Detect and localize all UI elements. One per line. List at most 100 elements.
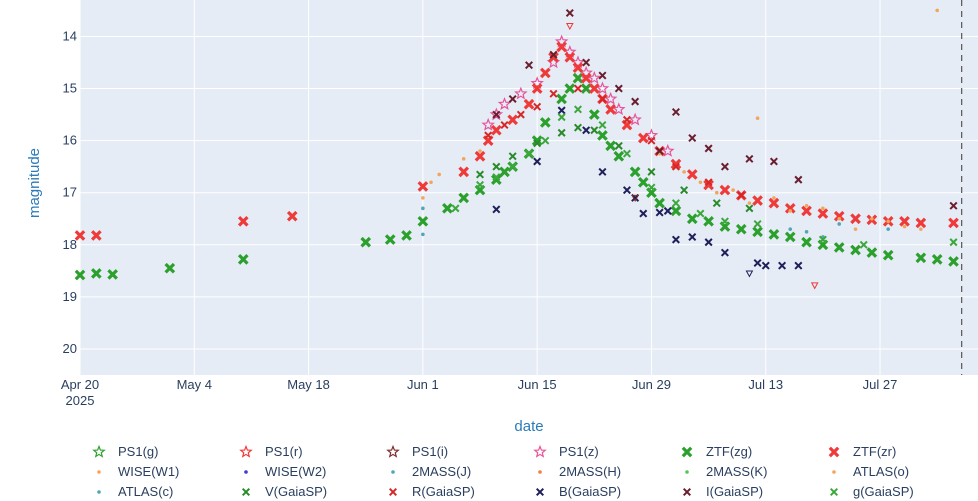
legend-item[interactable]: WISE(W1) [88, 462, 235, 481]
data-point [539, 67, 551, 79]
data-point [833, 242, 845, 253]
legend-item[interactable]: I(GaiaSP) [676, 482, 823, 501]
data-point [491, 124, 502, 136]
data-point [784, 231, 796, 243]
data-point [688, 232, 697, 241]
y-tick-label: 15 [63, 81, 77, 96]
data-point [655, 208, 664, 217]
data-point [680, 186, 689, 195]
legend-marker-icon [832, 469, 836, 474]
data-point [508, 152, 517, 161]
data-point [720, 248, 729, 257]
legend-label: V(GaiaSP) [265, 484, 328, 499]
data-point [688, 134, 697, 143]
series-atlas-o- [421, 8, 939, 231]
data-point [671, 107, 680, 116]
legend-item[interactable]: ZTF(zr) [823, 442, 970, 461]
legend-marker-icon [681, 446, 693, 457]
legend-item[interactable]: g(GaiaSP) [823, 482, 970, 501]
upper-limit-marker [565, 23, 574, 31]
data-point [735, 223, 747, 235]
x-tick-label: Jul 13 [748, 377, 783, 392]
legend-item[interactable]: B(GaiaSP) [529, 482, 676, 501]
legend-marker-icon [239, 444, 253, 458]
legend-marker [241, 487, 251, 496]
legend-item[interactable]: PS1(r) [235, 442, 382, 461]
data-point [612, 102, 626, 116]
data-point [915, 252, 927, 264]
legend-label: ATLAS(c) [118, 484, 174, 499]
legend-label: ZTF(zr) [853, 444, 897, 459]
data-point [557, 128, 566, 137]
data-point [614, 141, 623, 150]
x-axis-title: date [514, 418, 543, 435]
x-tick-label: Jun 1 [407, 377, 439, 392]
data-point [524, 149, 534, 158]
data-point [614, 84, 623, 93]
legend-item[interactable]: ATLAS(o) [823, 462, 970, 481]
data-point [622, 149, 631, 158]
data-point [421, 196, 425, 200]
data-point [588, 83, 600, 94]
legend-item[interactable]: 2MASS(H) [529, 462, 676, 481]
legend-item[interactable]: R(GaiaSP) [382, 482, 529, 501]
legend-item[interactable]: PS1(g) [88, 442, 235, 461]
legend-item[interactable]: 2MASS(J) [382, 462, 529, 481]
data-point [639, 209, 648, 218]
data-point [768, 229, 780, 240]
gridlines [79, 0, 978, 375]
data-point [886, 219, 890, 224]
legend-item[interactable]: 2MASS(K) [676, 462, 823, 481]
legend-marker [685, 469, 689, 474]
x-tick-label: May 4 [177, 377, 212, 392]
data-point [564, 51, 576, 63]
legend-marker [828, 446, 840, 457]
data-point [899, 216, 910, 227]
data-point [745, 154, 754, 163]
legend-marker [97, 469, 101, 474]
legend-item[interactable]: PS1(i) [382, 442, 529, 461]
legend-marker [682, 487, 692, 496]
legend-label: 2MASS(J) [412, 464, 472, 479]
legend-marker-icon [244, 469, 248, 474]
legend-label: g(GaiaSP) [853, 484, 914, 499]
x-tick-label: Jul 27 [863, 377, 898, 392]
data-point [870, 216, 874, 221]
legend-marker-icon [391, 469, 395, 474]
x-tick-label: May 18 [287, 377, 330, 392]
legend-item[interactable]: V(GaiaSP) [235, 482, 382, 501]
data-point [761, 261, 770, 270]
data-point [714, 190, 719, 195]
data-point [478, 149, 482, 153]
upper-limit-marker [631, 194, 639, 202]
data-point [850, 213, 861, 225]
legend-item[interactable]: PS1(z) [529, 442, 676, 461]
data-point [769, 157, 778, 166]
data-point [598, 94, 607, 103]
legend-marker [535, 487, 545, 496]
y-axis-ticks: 14 15 16 17 18 19 20 [63, 28, 77, 356]
data-point [644, 128, 659, 142]
data-point [507, 114, 519, 126]
legend-label: PS1(g) [118, 444, 159, 459]
legend-item[interactable]: WISE(W2) [235, 462, 382, 481]
data-point [794, 175, 803, 184]
data-point [429, 180, 433, 185]
data-point [696, 209, 705, 218]
legend-item[interactable]: ATLAS(c) [88, 482, 235, 501]
legend-item[interactable]: ZTF(zg) [676, 442, 823, 461]
data-point [663, 206, 672, 215]
data-point [458, 166, 470, 178]
data-point [573, 123, 582, 132]
legend-marker-icon [388, 487, 398, 496]
x-tick-label: Apr 20 [61, 377, 99, 392]
data-point [737, 191, 746, 200]
data-point [595, 81, 610, 95]
data-point [886, 227, 890, 231]
data-point [523, 98, 535, 110]
data-point [704, 238, 713, 247]
data-point [755, 116, 760, 121]
data-point [704, 144, 713, 153]
legend-marker-icon [241, 487, 251, 496]
data-point [516, 110, 525, 119]
